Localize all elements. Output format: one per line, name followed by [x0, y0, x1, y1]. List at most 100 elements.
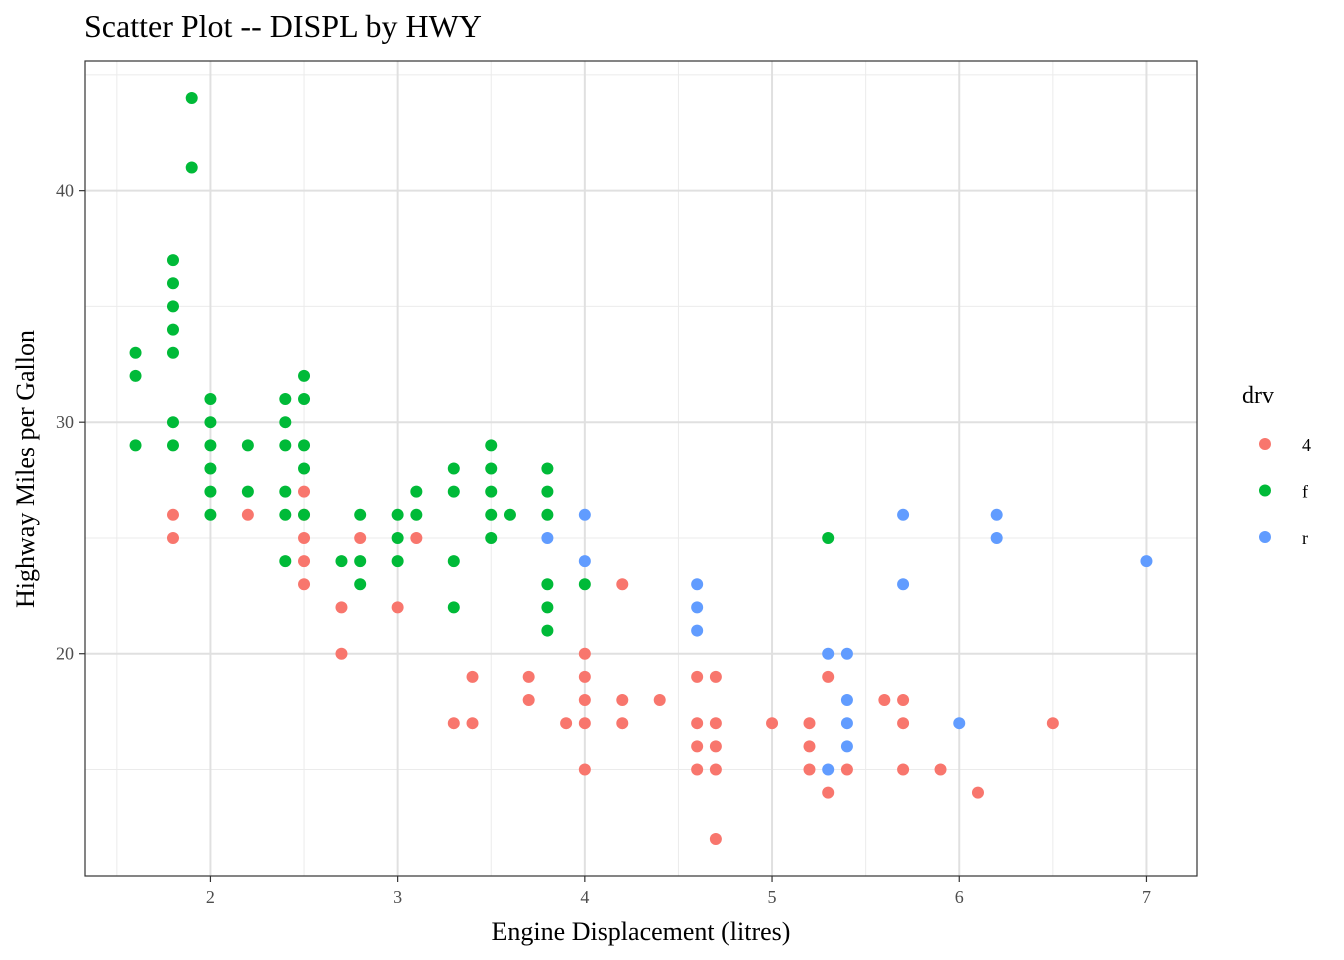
data-point-f: [485, 508, 498, 521]
data-point-4: [578, 647, 591, 660]
data-point-r: [822, 763, 835, 776]
data-point-f: [485, 531, 498, 544]
data-point-4: [691, 740, 704, 753]
plot-panel-border: [84, 60, 1198, 877]
data-point-r: [840, 647, 853, 660]
data-point-r: [691, 624, 704, 637]
data-point-f: [204, 462, 217, 475]
data-point-r: [990, 531, 1003, 544]
legend-label-f: f: [1302, 482, 1308, 502]
data-point-4: [578, 694, 591, 707]
data-point-r: [897, 508, 910, 521]
data-point-r: [541, 531, 554, 544]
data-point-f: [166, 439, 179, 452]
data-point-4: [709, 670, 722, 683]
legend-entries: 4 f r: [1259, 435, 1311, 548]
data-point-4: [803, 763, 816, 776]
legend: drv 4 f r: [1242, 383, 1311, 548]
data-point-4: [691, 717, 704, 730]
data-point-f: [204, 439, 217, 452]
data-point-4: [241, 508, 254, 521]
data-point-f: [298, 369, 311, 382]
data-point-f: [129, 369, 142, 382]
data-point-f: [354, 578, 367, 591]
legend-label-r: r: [1302, 528, 1308, 548]
data-point-r: [1140, 555, 1153, 568]
data-point-4: [466, 717, 479, 730]
legend-key-r: [1259, 531, 1271, 543]
data-point-4: [897, 763, 910, 776]
data-point-r: [897, 578, 910, 591]
data-point-4: [1046, 717, 1059, 730]
data-point-4: [709, 717, 722, 730]
data-point-4: [934, 763, 947, 776]
data-point-f: [578, 578, 591, 591]
data-point-4: [709, 740, 722, 753]
x-tick-label: 7: [1142, 887, 1151, 907]
data-point-4: [354, 531, 367, 544]
data-point-f: [391, 531, 404, 544]
legend-key-f: [1259, 484, 1271, 497]
data-point-f: [485, 485, 498, 498]
data-point-4: [822, 670, 835, 683]
data-point-f: [354, 508, 367, 521]
data-point-r: [840, 740, 853, 753]
data-point-f: [822, 531, 835, 544]
data-point-f: [279, 439, 292, 452]
data-point-4: [166, 508, 179, 521]
data-point-r: [578, 508, 591, 521]
data-point-f: [166, 254, 179, 267]
data-point-4: [897, 694, 910, 707]
data-point-f: [279, 555, 292, 568]
data-point-f: [129, 439, 142, 452]
data-point-4: [578, 763, 591, 776]
data-point-f: [485, 439, 498, 452]
data-point-r: [840, 717, 853, 730]
data-point-f: [241, 439, 254, 452]
data-point-4: [335, 601, 348, 614]
data-point-4: [822, 786, 835, 799]
y-tick-label: 40: [56, 181, 74, 201]
data-point-r: [953, 717, 966, 730]
data-point-r: [578, 555, 591, 568]
data-point-4: [878, 694, 891, 707]
data-point-4: [616, 578, 629, 591]
data-point-f: [204, 393, 217, 406]
y-axis-label: Highway Miles per Gallon: [11, 330, 40, 608]
data-point-4: [560, 717, 573, 730]
data-point-r: [691, 601, 704, 614]
axis-ticks: 2 3 4 5 6 7 20 30 40: [56, 181, 1151, 907]
data-point-4: [166, 531, 179, 544]
data-point-f: [447, 555, 460, 568]
data-point-f: [166, 300, 179, 313]
data-point-4: [971, 786, 984, 799]
data-point-4: [578, 717, 591, 730]
data-point-f: [166, 416, 179, 429]
data-point-4: [653, 694, 666, 707]
data-points: [129, 92, 1153, 845]
data-point-f: [298, 439, 311, 452]
x-tick-label: 5: [768, 887, 777, 907]
data-point-f: [298, 508, 311, 521]
data-point-4: [616, 717, 629, 730]
data-point-f: [410, 485, 423, 498]
data-point-f: [204, 416, 217, 429]
data-point-f: [204, 485, 217, 498]
data-point-f: [185, 92, 198, 105]
data-point-f: [335, 555, 348, 568]
legend-title: drv: [1242, 383, 1274, 409]
data-point-f: [129, 346, 142, 359]
data-point-r: [822, 647, 835, 660]
y-tick-label: 30: [56, 412, 74, 432]
data-point-4: [709, 763, 722, 776]
data-point-f: [279, 485, 292, 498]
data-point-f: [279, 416, 292, 429]
x-tick-label: 3: [393, 887, 402, 907]
data-point-4: [803, 717, 816, 730]
data-point-f: [447, 601, 460, 614]
grid-lines: [85, 61, 1197, 876]
data-point-f: [391, 508, 404, 521]
data-point-r: [840, 694, 853, 707]
